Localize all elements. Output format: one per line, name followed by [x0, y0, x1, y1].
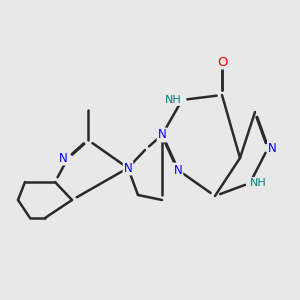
- Text: N: N: [268, 142, 277, 154]
- Text: O: O: [217, 56, 227, 68]
- Text: N: N: [59, 152, 68, 164]
- Text: NH: NH: [250, 178, 267, 188]
- Text: NH: NH: [165, 95, 182, 105]
- Text: N: N: [124, 161, 132, 175]
- Text: N: N: [174, 164, 182, 176]
- Text: N: N: [158, 128, 166, 142]
